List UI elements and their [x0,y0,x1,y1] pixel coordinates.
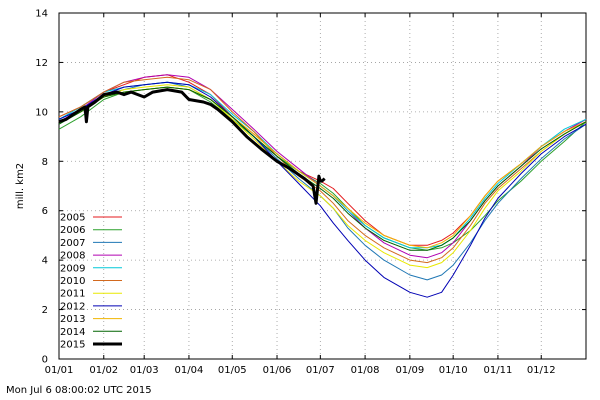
series-line-2006 [58,86,587,251]
legend-label: 2008 [60,251,85,262]
x-tick-label: 01/03 [130,365,159,376]
legend-label: 2006 [60,225,85,236]
y-tick-label: 10 [35,107,48,118]
legend-label: 2014 [60,327,85,338]
x-tick-label: 01/07 [306,365,335,376]
y-tick-label: 8 [42,157,48,168]
series-line-2010 [58,76,587,264]
x-tick-label: 01/12 [527,365,556,376]
series-line-2013 [58,86,587,249]
legend-label: 2015 [60,340,85,351]
series-line-2009 [58,81,587,249]
series-line-2014 [58,86,587,251]
x-tick-label: 01/05 [218,365,247,376]
y-tick-label: 4 [42,256,48,267]
legend-label: 2009 [60,263,85,274]
legend-label: 2011 [60,289,85,300]
timestamp: Mon Jul 6 08:00:02 UTC 2015 [6,385,152,396]
legend-label: 2007 [60,238,85,249]
series-lines [58,74,587,298]
x-tick-label: 01/04 [175,365,204,376]
x-tick-label: 01/10 [439,365,468,376]
series-line-2012 [58,81,587,298]
legend-label: 2005 [60,213,85,224]
legend-label: 2010 [60,276,85,287]
y-tick-label: 2 [42,305,48,316]
y-tick-label: 0 [42,355,48,366]
series-line-2008 [58,74,587,259]
y-axis: 0 2 4 6 8 10 12 14 [35,9,586,366]
y-tick-label: 12 [35,58,48,69]
x-tick-label: 01/11 [484,365,513,376]
legend-label: 2013 [60,314,85,325]
series-line-2005 [58,74,587,246]
x-tick-label: 01/02 [89,365,118,376]
plot-frame [58,12,587,360]
y-tick-label: 14 [35,9,48,20]
y-tick-label: 6 [42,206,48,217]
series-line-2015 [58,88,326,205]
grid [59,13,586,359]
x-tick-label: 01/08 [351,365,380,376]
legend-label: 2012 [60,301,85,312]
series-line-2011 [58,84,587,269]
x-tick-label: 01/01 [45,365,74,376]
x-axis: 01/01 01/02 01/03 01/04 01/05 01/06 01/07 01/08… [45,13,556,376]
x-tick-label: 01/06 [263,365,292,376]
y-axis-label: mill. km2 [15,163,26,209]
x-tick-label: 01/09 [395,365,424,376]
